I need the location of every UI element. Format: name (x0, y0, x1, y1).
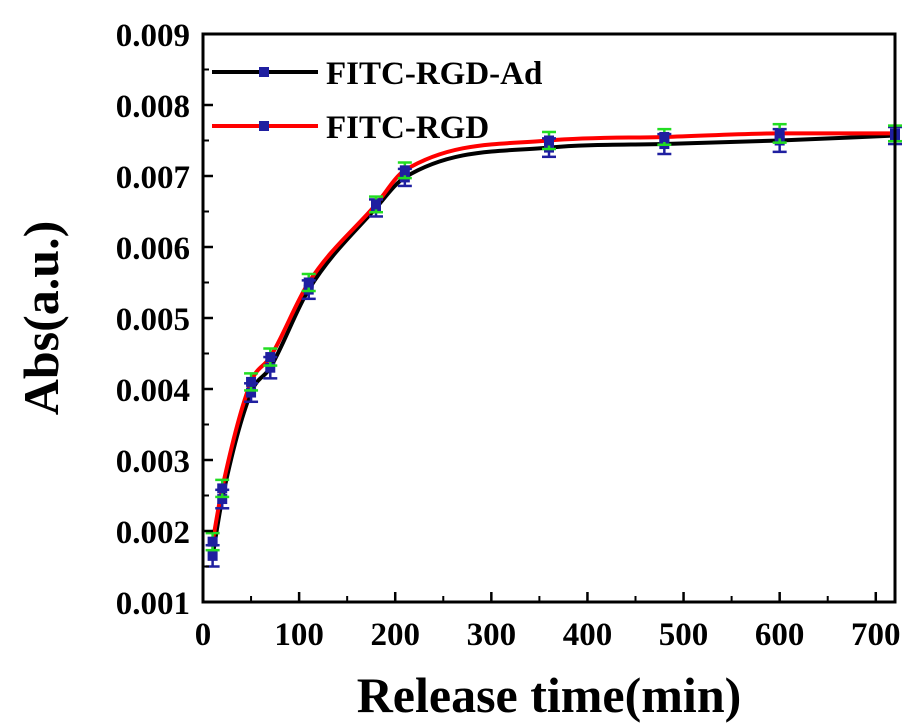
y-tick-label: 0.006 (116, 231, 190, 267)
y-axis-title: Abs(a.u.) (13, 221, 69, 415)
series-line-1 (210, 131, 895, 543)
x-tick-label: 400 (563, 617, 613, 653)
y-tick-label: 0.007 (116, 160, 190, 196)
data-point (659, 131, 670, 142)
legend: FITC-RGD-Ad FITC-RGD (212, 56, 542, 146)
y-tick-label: 0.003 (116, 444, 190, 480)
data-point (217, 494, 228, 505)
legend-label: FITC-RGD (326, 110, 489, 146)
data-point (217, 483, 228, 494)
x-tick-label: 100 (274, 617, 324, 653)
x-tick-label: 300 (467, 617, 517, 653)
data-point (246, 387, 257, 398)
data-point (399, 165, 410, 176)
y-tick-label: 0.004 (116, 373, 190, 409)
data-point (246, 376, 257, 387)
plot-frame (201, 32, 897, 604)
legend-marker (259, 121, 269, 131)
x-tick-label: 0 (195, 617, 212, 653)
y-tick-label: 0.001 (116, 586, 190, 622)
x-tick-label: 200 (370, 617, 420, 653)
x-tick-label: 600 (755, 617, 805, 653)
legend-label: FITC-RGD-Ad (326, 56, 542, 92)
y-tick-label: 0.008 (116, 89, 190, 125)
data-point (303, 277, 314, 288)
data-point (265, 352, 276, 363)
data-point (265, 362, 276, 373)
legend-marker (259, 67, 269, 77)
data-point (207, 550, 218, 561)
x-tick-label: 500 (659, 617, 709, 653)
y-tick-label: 0.005 (116, 302, 190, 338)
axis-ticks: 0 100 200 300 400 500 600 700 0.001 0.002 0.003 0.0… (116, 18, 901, 653)
y-tick-label: 0.009 (116, 18, 190, 54)
x-tick-label: 700 (851, 617, 901, 653)
series-line-0 (210, 133, 896, 557)
x-axis-title: Release time(min) (357, 667, 742, 723)
data-point (207, 536, 218, 547)
data-point (774, 128, 785, 139)
plot-area (205, 122, 902, 568)
y-tick-label: 0.002 (116, 515, 190, 551)
data-point (544, 135, 554, 146)
data-point (371, 199, 381, 210)
